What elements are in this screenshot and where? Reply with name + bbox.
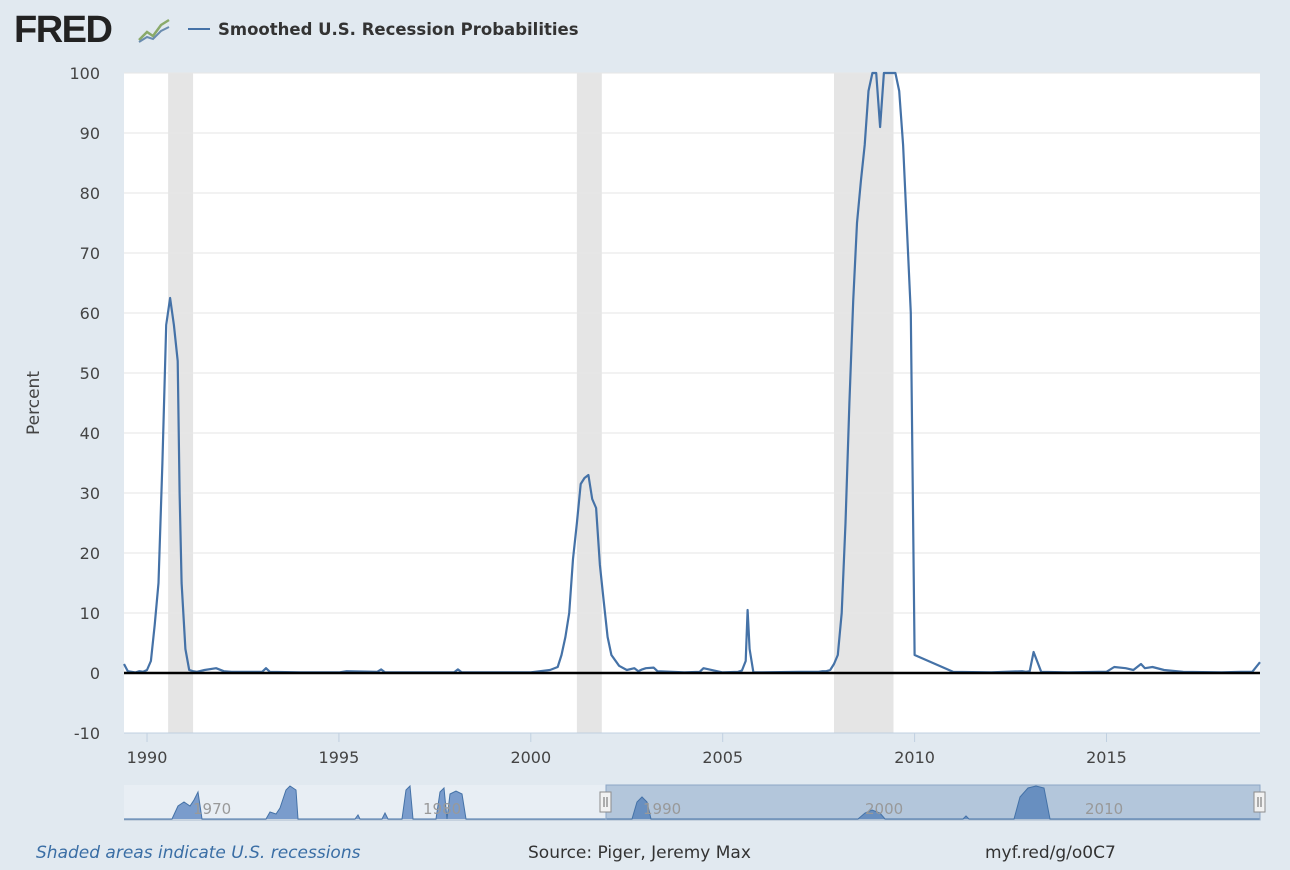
y-tick-label: 10 [80, 604, 100, 623]
x-axis: 1990 1995 2000 2005 2010 2015 [124, 732, 1260, 767]
short-url[interactable]: myf.red/g/o0C7 [985, 843, 1116, 863]
recession-shading-note[interactable]: Shaded areas indicate U.S. recessions [36, 843, 361, 863]
y-tick-label: 30 [80, 484, 100, 503]
range-navigator[interactable]: 1970 1980 1990 2000 2010 [124, 784, 1266, 821]
legend-line-swatch [188, 28, 210, 30]
x-tick-label: 1990 [127, 748, 168, 767]
y-tick-label: 90 [80, 124, 100, 143]
chart-header: FRED Smoothed U.S. Recession Probabiliti… [0, 0, 1290, 60]
navigator-selected-range [605, 784, 1261, 821]
y-tick-label: 70 [80, 244, 100, 263]
recession-band [834, 73, 894, 733]
navigator-mini-series [124, 784, 1260, 820]
recession-bands [168, 73, 894, 733]
navigator-right-handle[interactable] [1253, 791, 1266, 813]
navigator-tick-label: 1980 [423, 800, 461, 818]
recession-band [168, 73, 194, 733]
y-axis-title: Percent [24, 371, 44, 435]
line-chart-icon [137, 16, 171, 44]
navigator-tick-label: 2000 [865, 800, 903, 818]
fred-logo[interactable]: FRED [14, 9, 113, 51]
x-tick-label: 2015 [1086, 748, 1127, 767]
y-tick-label: 60 [80, 304, 100, 323]
y-tick-label: 80 [80, 184, 100, 203]
x-tick-label: 2000 [510, 748, 551, 767]
navigator-tick-label: 2010 [1085, 800, 1123, 818]
plot-background [124, 73, 1260, 733]
legend-series-name: Smoothed U.S. Recession Probabilities [218, 19, 579, 39]
y-tick-label: 20 [80, 544, 100, 563]
y-tick-label: 0 [90, 664, 100, 683]
series-line [123, 71, 1261, 674]
navigator-left-handle[interactable] [599, 791, 612, 813]
chart-legend[interactable]: Smoothed U.S. Recession Probabilities [188, 17, 579, 41]
y-axis: -10 0 10 20 30 40 50 60 70 80 90 100 [69, 64, 100, 743]
recession-band [576, 73, 602, 733]
y-tick-label: 40 [80, 424, 100, 443]
navigator-background [124, 785, 1260, 820]
x-tick-label: 2010 [894, 748, 935, 767]
y-tick-label: 100 [69, 64, 100, 83]
x-tick-label: 1995 [319, 748, 360, 767]
navigator-tick-label: 1970 [193, 800, 231, 818]
y-tick-label: -10 [74, 724, 100, 743]
y-tick-label: 50 [80, 364, 100, 383]
navigator-tick-label: 1990 [643, 800, 681, 818]
grid-lines [124, 72, 1260, 734]
source-text: Source: Piger, Jeremy Max [528, 843, 751, 863]
x-tick-label: 2005 [702, 748, 743, 767]
